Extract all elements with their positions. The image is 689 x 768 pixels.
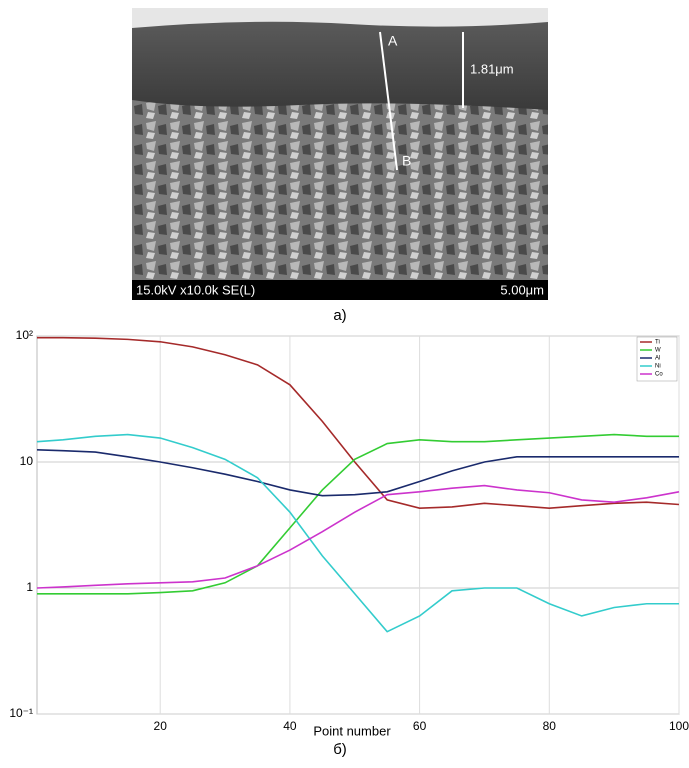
sem-scale: 5.00μm	[500, 282, 544, 297]
x-tick-label: 60	[413, 719, 427, 733]
legend-label: Ti	[655, 340, 660, 346]
x-axis-label: Point number	[313, 723, 391, 738]
x-tick-label: 80	[543, 719, 557, 733]
sem-image: A B 1.81μm 15.0kV x10.0k SE(L) 5.00μm	[132, 8, 548, 300]
series-line	[37, 433, 679, 595]
series-line	[37, 336, 680, 509]
sem-info: 15.0kV x10.0k SE(L)	[136, 282, 255, 297]
x-tick-label: 40	[283, 719, 297, 733]
thickness-label: 1.81μm	[470, 61, 514, 76]
x-tick-label: 20	[154, 719, 168, 733]
plot-frame	[36, 335, 680, 715]
caption: б)	[333, 741, 347, 758]
point-label: A	[388, 33, 398, 49]
y-tick-label: 1	[26, 580, 33, 594]
legend-label: Co	[655, 372, 663, 378]
series-line	[36, 433, 679, 633]
y-tick-label: 10²	[16, 328, 33, 342]
legend-label: Ni	[655, 364, 661, 370]
series-line	[36, 448, 679, 497]
point-label: B	[402, 153, 411, 169]
caption: а)	[333, 307, 346, 324]
y-tick-label: 10	[20, 454, 34, 468]
y-tick-label: 10⁻¹	[9, 706, 33, 720]
series-line	[36, 484, 680, 589]
legend-label: Al	[655, 356, 660, 362]
legend-label: W	[655, 348, 661, 354]
x-tick-label: 100	[669, 719, 689, 733]
